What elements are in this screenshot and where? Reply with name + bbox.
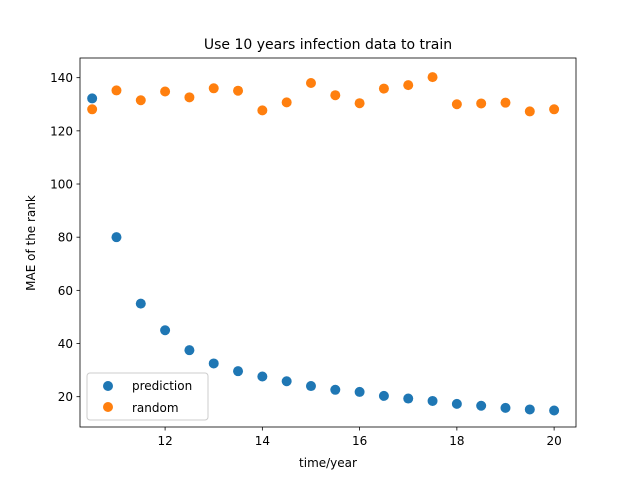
y-tick-label: 100 — [50, 178, 73, 192]
legend-marker-prediction — [103, 381, 113, 391]
data-point-random — [233, 85, 244, 96]
data-point-random — [257, 105, 268, 116]
y-tick-label: 40 — [58, 337, 73, 351]
data-point-random — [208, 83, 219, 94]
data-point-random — [524, 106, 535, 117]
legend-label-prediction: prediction — [132, 379, 192, 393]
data-point-prediction — [87, 93, 98, 104]
data-point-random — [500, 97, 511, 108]
data-point-prediction — [208, 358, 219, 369]
data-point-random — [135, 95, 146, 106]
y-tick-label: 20 — [58, 390, 73, 404]
data-point-prediction — [427, 395, 438, 406]
data-point-prediction — [135, 298, 146, 309]
data-point-prediction — [281, 376, 292, 387]
y-tick-label: 120 — [50, 124, 73, 138]
data-point-random — [184, 92, 195, 103]
data-points — [87, 72, 560, 416]
data-point-prediction — [549, 405, 560, 416]
y-tick-label: 80 — [58, 231, 73, 245]
x-tick-label: 14 — [255, 434, 270, 448]
data-point-prediction — [305, 381, 316, 392]
x-tick-label: 16 — [352, 434, 367, 448]
data-point-random — [378, 83, 389, 94]
chart-title: Use 10 years infection data to train — [204, 37, 452, 53]
data-point-prediction — [184, 345, 195, 356]
data-point-random — [476, 98, 487, 109]
data-point-random — [305, 77, 316, 88]
data-point-random — [87, 104, 98, 115]
data-point-prediction — [354, 386, 365, 397]
data-point-prediction — [476, 400, 487, 411]
data-point-random — [427, 72, 438, 83]
data-point-prediction — [330, 384, 341, 395]
x-tick-label: 18 — [449, 434, 464, 448]
data-point-random — [281, 97, 292, 108]
data-point-prediction — [500, 402, 511, 413]
data-point-prediction — [111, 232, 122, 243]
x-tick-label: 12 — [157, 434, 172, 448]
y-tick-label: 60 — [58, 284, 73, 298]
y-axis-label: MAE of the rank — [24, 195, 38, 291]
data-point-random — [160, 86, 171, 97]
data-point-random — [354, 98, 365, 109]
data-point-prediction — [451, 398, 462, 409]
legend-marker-random — [103, 402, 113, 412]
data-point-random — [403, 80, 414, 91]
data-point-random — [111, 85, 122, 96]
y-tick-label: 140 — [50, 71, 73, 85]
data-point-prediction — [257, 371, 268, 382]
data-point-random — [451, 99, 462, 110]
legend-frame — [86, 372, 209, 421]
data-point-prediction — [233, 366, 244, 377]
data-point-random — [330, 90, 341, 101]
data-point-prediction — [403, 393, 414, 404]
y-axis-ticks: 20 40 60 80 100 120 140 — [50, 71, 80, 404]
x-axis-ticks: 12 14 16 18 20 — [157, 427, 562, 448]
legend: prediction random — [86, 372, 209, 421]
data-point-prediction — [524, 404, 535, 415]
plot-area-frame — [79, 57, 577, 428]
x-axis-label: time/year — [299, 456, 357, 470]
data-point-random — [549, 104, 560, 115]
data-point-prediction — [160, 325, 171, 336]
data-point-prediction — [378, 390, 389, 401]
legend-label-random: random — [132, 401, 179, 415]
x-tick-label: 20 — [546, 434, 561, 448]
